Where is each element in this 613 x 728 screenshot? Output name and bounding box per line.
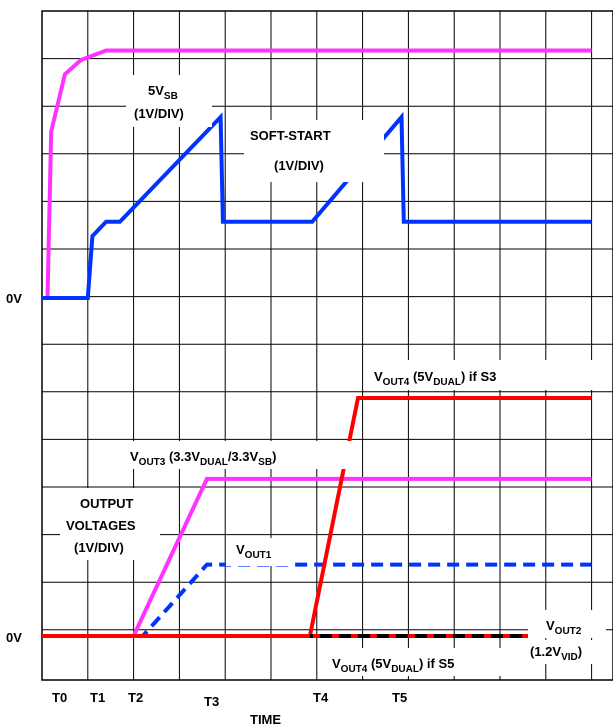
label-vout4-s5: VOUT4 (5VDUAL) if S5 [332, 656, 454, 675]
tick-label-t3: T3 [204, 694, 219, 709]
series-line-vout1 [42, 562, 592, 638]
zero-label-lower: 0V [6, 630, 22, 645]
x-axis-title: TIME [250, 712, 281, 727]
label-5vsb-scale: (1V/DIV) [134, 106, 184, 121]
tick-label-t1: T1 [90, 690, 105, 705]
label-soft-start: SOFT-START [250, 128, 331, 143]
tick-label-t0: T0 [52, 690, 67, 705]
label-vout2-scale: (1.2VVID) [530, 644, 582, 663]
zero-label-upper: 0V [6, 291, 22, 306]
tick-label-t5: T5 [392, 690, 407, 705]
label-backgrounds [60, 75, 608, 676]
label-5vsb: 5VSB [148, 83, 178, 102]
label-output-line3: (1V/DIV) [74, 540, 124, 555]
plot-frame [41, 10, 613, 681]
label-output-line1: OUTPUT [80, 496, 134, 511]
tick-label-t4: T4 [313, 690, 329, 705]
chart-series [42, 48, 592, 638]
series-line-soft-start [42, 111, 592, 300]
label-vout4-s3: VOUT4 (5VDUAL) if S3 [374, 369, 496, 388]
series-line-vout4-5vdual-if-s3 [42, 396, 592, 638]
label-vout1: VOUT1 [236, 542, 272, 561]
label-vout2: VOUT2 [546, 618, 582, 637]
label-vout3: VOUT3 (3.3VDUAL/3.3VSB) [130, 449, 276, 468]
label-output-line2: VOLTAGES [66, 518, 136, 533]
tick-label-t2: T2 [128, 690, 143, 705]
label-soft-start-scale: (1V/DIV) [274, 158, 324, 173]
